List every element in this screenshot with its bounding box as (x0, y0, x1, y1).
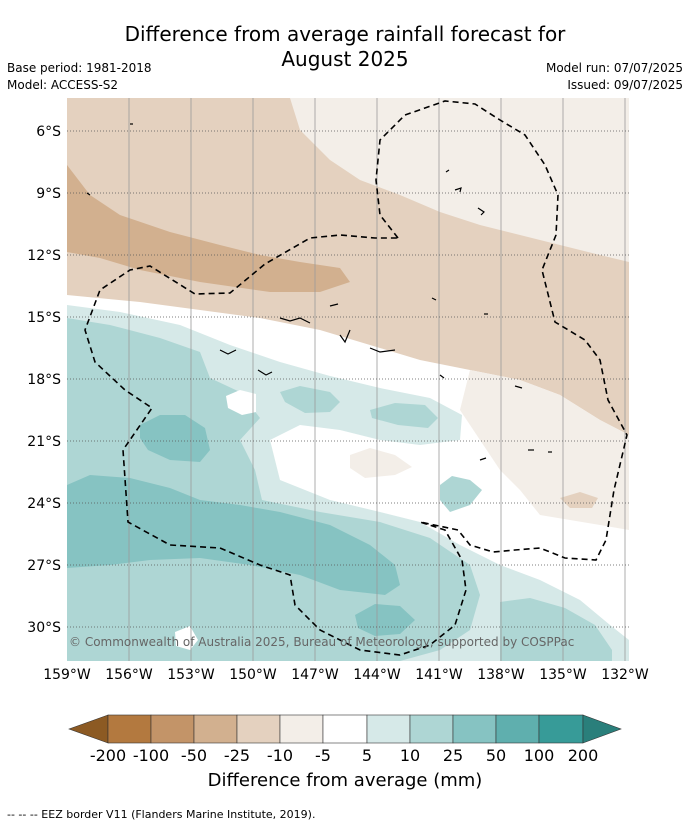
fill-p10-25-patch-3 (440, 476, 482, 512)
fill-neg25-neg10-north (67, 98, 629, 435)
fill-p25-50-patch-2 (355, 604, 415, 636)
fill-white-hole-2 (175, 626, 198, 650)
colorbar-bin (322, 714, 368, 744)
fill-white-hole-1 (226, 390, 256, 415)
colorbar-tick: -50 (181, 746, 207, 765)
lon-label: 141°W (415, 667, 463, 683)
lat-label: 24°S (27, 496, 61, 512)
fill-p10-25-east (500, 598, 612, 661)
lon-label: 153°W (167, 667, 215, 683)
fill-p25-50-patch-1 (140, 415, 210, 462)
fill-p10-25-patch-1 (280, 386, 340, 413)
colorbar-tick: -10 (267, 746, 293, 765)
colorbar-bin (107, 714, 152, 744)
rainfall-anomaly-map: 6°S 9°S 12°S 15°S 18°S 21°S 24°S 27°S 30… (27, 98, 649, 765)
colorbar-extend-low (68, 714, 109, 744)
lat-label: 21°S (27, 434, 61, 450)
copyright-text: © Commonwealth of Australia 2025, Bureau… (69, 635, 574, 649)
lat-label: 12°S (27, 248, 61, 264)
colorbar-tick-labels: -200 -100 -50 -25 -10 -5 5 10 25 50 100 … (90, 746, 598, 765)
fill-neg10-neg5-patch (350, 448, 412, 478)
island-outlines (86, 123, 552, 461)
colorbar-tick: 50 (486, 746, 506, 765)
lon-label: 147°W (291, 667, 339, 683)
map-fills (67, 98, 629, 661)
colorbar-bin (236, 714, 281, 744)
title-line-1: Difference from average rainfall forecas… (124, 22, 566, 46)
colorbar-tick: 25 (443, 746, 463, 765)
lon-label: 144°W (353, 667, 401, 683)
meta-right: Model run: 07/07/2025 Issued: 09/07/2025 (546, 60, 683, 94)
lon-label: 135°W (539, 667, 587, 683)
title-line-2: August 2025 (281, 47, 409, 71)
colorbar-bin (150, 714, 195, 744)
lon-label: 138°W (477, 667, 525, 683)
lat-label: 9°S (36, 186, 61, 202)
colorbar-extend-high (582, 714, 622, 744)
fill-neg25-neg10-patch (560, 492, 598, 508)
meta-left: Base period: 1981-2018 Model: ACCESS-S2 (7, 60, 152, 94)
colorbar-bin (409, 714, 454, 744)
map-grid (128, 98, 626, 661)
fill-p10-25-patch-2 (370, 403, 438, 428)
colorbar-title: Difference from average (mm) (207, 770, 483, 791)
colorbar-bin (366, 714, 411, 744)
colorbar-tick: 5 (362, 746, 372, 765)
longitude-labels: 159°W 156°W 153°W 150°W 147°W 144°W 141°… (43, 667, 649, 683)
lat-label: 18°S (27, 372, 61, 388)
footnote: -- -- -- EEZ border V11 (Flanders Marine… (7, 808, 316, 821)
lon-label: 159°W (43, 667, 91, 683)
lat-label: 30°S (27, 620, 61, 636)
colorbar-tick: 200 (568, 746, 599, 765)
base-period-text: Base period: 1981-2018 (7, 61, 152, 75)
colorbar-bin (279, 714, 324, 744)
lon-label: 132°W (601, 667, 649, 683)
lat-label: 15°S (27, 310, 61, 326)
issued-text: Issued: 09/07/2025 (567, 78, 683, 92)
fill-neg50-neg25-band (67, 165, 350, 292)
colorbar (68, 714, 622, 744)
map-parallels (67, 130, 629, 628)
model-run-text: Model run: 07/07/2025 (545, 61, 683, 75)
colorbar-tick: -5 (315, 746, 331, 765)
colorbar-bin (193, 714, 238, 744)
colorbar-tick: -25 (224, 746, 250, 765)
latitude-labels: 6°S 9°S 12°S 15°S 18°S 21°S 24°S 27°S 30… (27, 124, 61, 636)
colorbar-tick: -200 (90, 746, 126, 765)
lon-label: 156°W (105, 667, 153, 683)
lat-label: 6°S (36, 124, 61, 140)
fill-neg10-neg5-south (460, 370, 629, 530)
lon-label: 150°W (229, 667, 277, 683)
colorbar-bin (538, 714, 584, 744)
model-text: Model: ACCESS-S2 (7, 78, 119, 92)
eez-border (84, 100, 628, 656)
chart-title: Difference from average rainfall forecas… (0, 22, 690, 72)
lat-label: 27°S (27, 558, 61, 574)
colorbar-tick: 10 (400, 746, 420, 765)
colorbar-tick: 100 (524, 746, 555, 765)
colorbar-tick: -100 (133, 746, 169, 765)
colorbar-bin (452, 714, 497, 744)
colorbar-bin (495, 714, 540, 744)
